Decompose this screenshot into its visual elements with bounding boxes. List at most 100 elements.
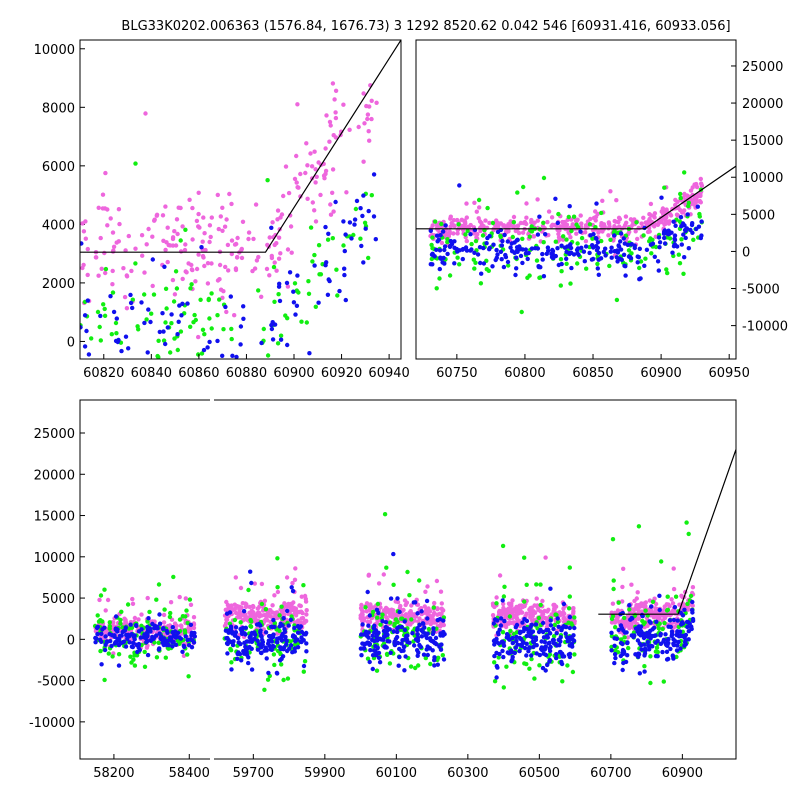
data-point-magenta — [331, 209, 336, 214]
data-point-blue — [557, 649, 563, 655]
data-point-blue — [428, 262, 433, 267]
data-point-green — [294, 288, 300, 294]
data-point-blue — [258, 623, 263, 628]
data-point-magenta — [304, 608, 309, 613]
data-point-blue — [82, 313, 88, 318]
data-point-blue — [377, 660, 383, 665]
data-point-blue — [624, 630, 629, 635]
data-point-blue — [136, 642, 141, 647]
data-point-blue — [175, 630, 181, 635]
data-point-blue — [170, 630, 175, 635]
data-point-magenta — [532, 220, 537, 225]
data-point-green — [276, 292, 281, 297]
data-point-blue — [519, 637, 524, 642]
data-point-blue — [569, 641, 575, 647]
data-point-green — [622, 635, 627, 640]
data-point-blue — [645, 640, 651, 645]
data-point-blue — [612, 233, 617, 238]
data-point-blue — [522, 625, 527, 631]
data-point-blue — [343, 297, 348, 303]
data-point-blue — [176, 319, 181, 324]
axes-frame — [79, 399, 737, 760]
data-point-blue — [333, 199, 338, 205]
data-point-blue — [304, 649, 309, 654]
x-tick-label: 60500 — [519, 766, 560, 781]
data-point-blue — [435, 617, 440, 623]
data-point-magenta — [312, 208, 317, 213]
data-point-magenta — [477, 219, 483, 224]
data-point-green — [301, 583, 306, 588]
data-point-green — [492, 660, 497, 665]
data-point-blue — [116, 642, 122, 648]
data-point-green — [154, 597, 159, 602]
data-point-green — [125, 602, 131, 607]
data-point-green — [302, 659, 308, 664]
data-point-green — [538, 582, 543, 587]
data-point-magenta — [494, 595, 499, 600]
data-point-magenta — [296, 185, 301, 190]
data-point-green — [265, 178, 270, 183]
data-point-blue — [528, 624, 533, 630]
data-point-magenta — [146, 226, 151, 232]
data-point-blue — [431, 626, 436, 631]
data-point-magenta — [181, 653, 187, 658]
data-point-magenta — [623, 214, 629, 219]
data-point-green — [527, 666, 532, 671]
data-point-magenta — [272, 593, 277, 598]
data-point-blue — [497, 651, 502, 657]
data-point-green — [500, 630, 506, 635]
data-point-magenta — [292, 176, 298, 182]
data-point-blue — [559, 243, 564, 248]
data-point-blue — [638, 625, 643, 631]
data-point-blue — [529, 653, 534, 658]
data-point-green — [547, 652, 553, 657]
data-point-blue — [673, 639, 678, 644]
data-point-blue — [524, 641, 529, 646]
data-point-blue — [439, 642, 444, 647]
data-point-blue — [412, 643, 417, 648]
data-point-magenta — [160, 213, 166, 218]
data-point-blue — [699, 219, 704, 224]
data-point-green — [278, 333, 284, 338]
data-point-magenta — [122, 294, 128, 300]
data-point-magenta — [226, 268, 231, 273]
data-point-magenta — [165, 225, 170, 230]
data-point-blue — [509, 249, 515, 254]
data-point-magenta — [100, 192, 106, 197]
data-point-green — [447, 273, 453, 278]
data-point-magenta — [222, 224, 228, 229]
data-point-green — [156, 582, 162, 587]
data-point-green — [636, 524, 642, 529]
data-point-green — [445, 239, 450, 245]
data-point-blue — [259, 634, 264, 639]
data-point-blue — [233, 625, 239, 630]
data-point-green — [263, 607, 269, 612]
data-point-magenta — [275, 208, 281, 213]
data-point-green — [524, 661, 529, 667]
data-point-green — [154, 655, 160, 660]
data-point-green — [567, 594, 572, 599]
data-point-blue — [514, 634, 519, 640]
data-point-magenta — [364, 103, 369, 109]
data-point-green — [529, 656, 534, 662]
data-point-blue — [377, 636, 382, 641]
data-point-blue — [220, 353, 225, 358]
data-point-green — [103, 266, 109, 272]
data-point-magenta — [188, 602, 194, 607]
data-point-blue — [484, 241, 489, 246]
data-point-blue — [690, 599, 695, 605]
data-point-green — [279, 604, 284, 609]
data-point-green — [371, 609, 376, 614]
data-point-green — [217, 297, 222, 302]
data-point-blue — [282, 645, 287, 650]
data-point-blue — [502, 618, 507, 624]
data-point-blue — [229, 629, 235, 634]
data-point-blue — [438, 233, 443, 238]
data-point-magenta — [276, 235, 282, 240]
data-point-green — [697, 214, 702, 219]
data-point-blue — [359, 653, 364, 658]
data-point-blue — [478, 260, 483, 266]
data-point-magenta — [163, 204, 168, 209]
data-point-magenta — [233, 610, 239, 616]
data-point-green — [662, 185, 667, 190]
